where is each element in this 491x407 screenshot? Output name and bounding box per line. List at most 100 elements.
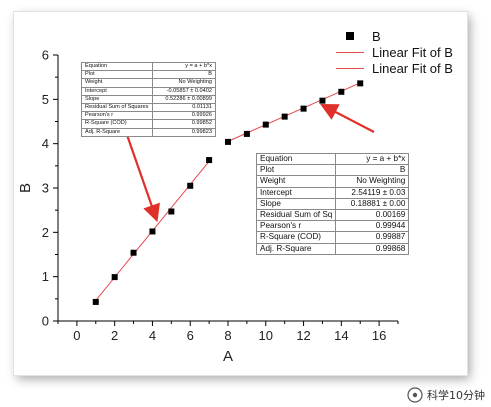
table-row: Pearson's r 0.99926 [81, 111, 216, 121]
data-point [262, 121, 269, 128]
table-cell-key: Weight [255, 175, 337, 188]
data-point [130, 249, 137, 256]
x-axis-label: A [223, 348, 233, 365]
data-point [338, 88, 345, 95]
table-row: Weight No Weighting [81, 78, 216, 88]
data-point [243, 130, 250, 137]
table-cell-key: Intercept [81, 86, 153, 96]
table-row: Pearson's r 0.99944 [255, 220, 410, 233]
table-row: R-Square (COD) 0.99852 [81, 119, 216, 129]
table-cell-key: Adj. R-Square [255, 242, 337, 255]
x-tick-label: 8 [224, 328, 231, 343]
table-row: Weight No Weighting [255, 175, 410, 188]
data-point [149, 228, 156, 235]
fit-line [227, 82, 361, 142]
table-cell-key: Pearson's r [81, 111, 153, 121]
y-tick-label: 3 [42, 181, 49, 196]
data-point [187, 182, 194, 189]
table-row: Intercept -0.05857 ± 0.0402 [81, 86, 216, 96]
table-cell-key: Equation [81, 61, 153, 72]
data-point [319, 97, 326, 104]
table-cell-key: R-Square (COD) [255, 231, 337, 244]
table-cell-key: Residual Sum of Squares [81, 103, 153, 113]
table-cell-value: B [152, 70, 216, 80]
table-cell-value: y = a + b*x [335, 152, 410, 166]
legend-label: Linear Fit of B [372, 60, 453, 76]
table-cell-value: 0.18881 ± 0.00 [335, 197, 410, 211]
data-point [92, 298, 99, 305]
table-cell-value: B [335, 164, 410, 177]
watermark: 科学10分钟 [407, 387, 485, 403]
table-cell-value: 0.99823 [152, 127, 216, 137]
table-row: R-Square (COD) 0.99887 [255, 231, 410, 244]
legend-item-fit-2: Linear Fit of B [334, 60, 453, 76]
table-cell-key: Equation [255, 152, 337, 166]
table-cell-key: Slope [255, 197, 337, 211]
square-marker-icon [346, 32, 354, 40]
data-point [168, 208, 175, 215]
table-cell-value: 2.54119 ± 0.03 [335, 186, 410, 199]
y-axis-label: B [17, 183, 34, 193]
table-row: Residual Sum of Sq 0.00169 [255, 209, 410, 222]
table-cell-value: 0.01131 [152, 103, 216, 113]
data-point [111, 274, 118, 281]
annotation-arrow [320, 103, 375, 133]
table-row: Adj. R-Square 0.99868 [255, 242, 410, 255]
annotation-arrow [124, 131, 160, 223]
table-cell-value: 0.00169 [335, 209, 410, 222]
table-cell-value: 0.99926 [152, 111, 216, 121]
x-tick-label: 2 [111, 328, 118, 343]
x-tick-label: 14 [334, 328, 348, 343]
table-row: Slope 0.18881 ± 0.00 [255, 197, 410, 211]
table-row: Residual Sum of Squares 0.01131 [81, 103, 216, 113]
table-row: Plot B [255, 164, 410, 177]
data-point [206, 157, 213, 164]
x-tick-label: 4 [149, 328, 156, 343]
table-cell-key: Residual Sum of Sq [255, 209, 337, 222]
y-tick-label: 6 [42, 48, 49, 63]
legend-item-fit-1: Linear Fit of B [334, 44, 453, 60]
x-tick-label: 10 [259, 328, 273, 343]
table-cell-value: -0.05857 ± 0.0402 [152, 86, 216, 96]
table-row: Adj. R-Square 0.99823 [81, 127, 216, 137]
table-cell-key: Pearson's r [255, 220, 337, 233]
table-cell-value: 0.99887 [335, 231, 410, 244]
plot-frame: 0 2 4 6 8 10 12 14 16 0 1 2 3 4 5 6 A B Equation y = a + b… [14, 12, 467, 375]
x-tick-label: 6 [187, 328, 194, 343]
table-cell-value: 0.99868 [335, 242, 410, 255]
table-cell-value: y = a + b*x [152, 61, 216, 72]
wechat-icon [407, 387, 423, 403]
table-row: Equation y = a + b*x [81, 61, 216, 72]
table-cell-value: 0.99852 [152, 119, 216, 129]
table-cell-value: 0.52286 ± 0.00899 [152, 94, 216, 105]
fit-table-right: Equation y = a + b*x Plot B Weight No Weigh… [255, 152, 410, 255]
fit-table-left: Equation y = a + b*x Plot B Weight No Weigh… [81, 61, 216, 137]
line-swatch-icon [336, 67, 364, 69]
table-cell-key: Slope [81, 94, 153, 105]
table-row: Intercept 2.54119 ± 0.03 [255, 186, 410, 199]
table-cell-key: Adj. R-Square [81, 127, 153, 137]
x-tick-label: 16 [372, 328, 386, 343]
legend-label: B [372, 28, 381, 44]
legend-label: Linear Fit of B [372, 44, 453, 60]
y-tick-label: 2 [42, 225, 49, 240]
y-tick-label: 4 [42, 136, 49, 151]
table-row: Equation y = a + b*x [255, 152, 410, 166]
table-row: Slope 0.52286 ± 0.00899 [81, 94, 216, 105]
y-tick-label: 1 [42, 269, 49, 284]
legend: B Linear Fit of B Linear Fit of B [334, 28, 453, 76]
x-tick-label: 0 [73, 328, 80, 343]
data-point [225, 138, 231, 145]
table-cell-value: 0.99944 [335, 220, 410, 233]
data-point [281, 113, 288, 120]
y-tick-label: 0 [42, 314, 49, 329]
data-point [300, 105, 307, 112]
table-cell-value: No Weighting [152, 78, 216, 88]
data-point [357, 80, 364, 87]
y-tick-label: 5 [42, 92, 49, 107]
table-cell-key: Intercept [255, 186, 337, 199]
line-swatch-icon [336, 51, 364, 53]
table-cell-key: Plot [81, 70, 153, 80]
x-tick-label: 12 [296, 328, 310, 343]
